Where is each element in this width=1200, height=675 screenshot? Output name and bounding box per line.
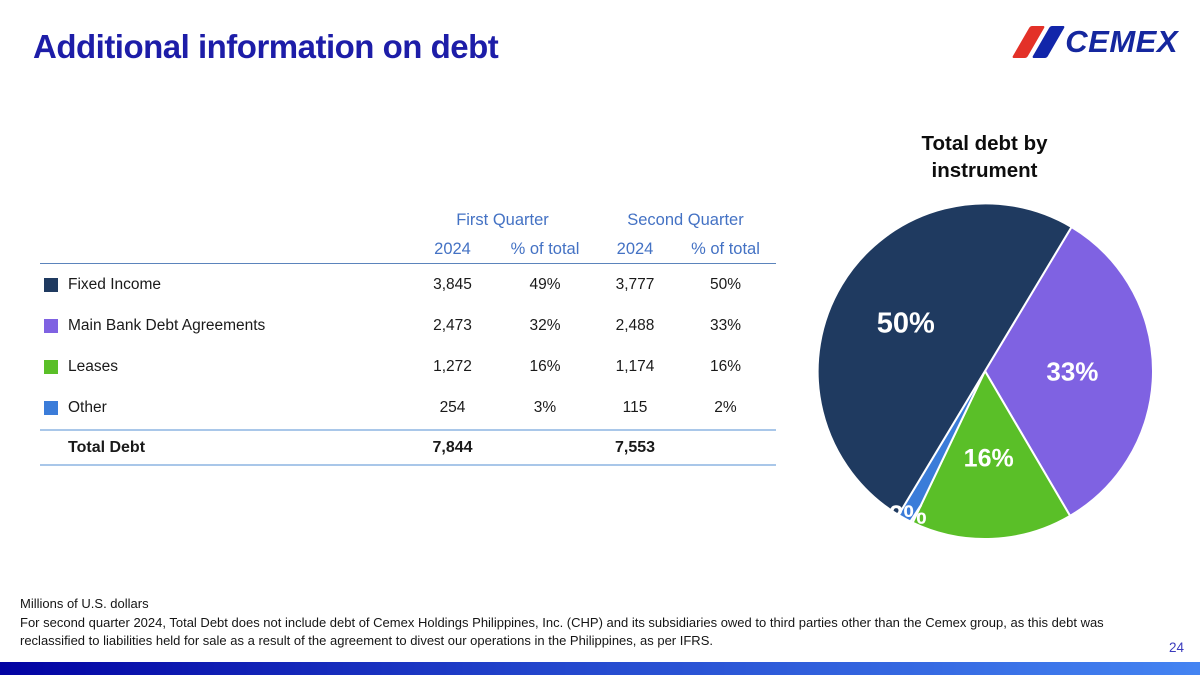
subheader-q2-pct: % of total (691, 239, 760, 258)
row-label: Main Bank Debt Agreements (68, 316, 266, 334)
cell-q2-pct: 50% (709, 275, 742, 293)
subheader-q1-2024: 2024 (434, 239, 471, 258)
group-header-second-quarter: Second Quarter (627, 210, 744, 229)
row-label: Fixed Income (68, 275, 162, 293)
table-row-fixed-income: Fixed Income 3,845 49% 3,777 50% (40, 264, 776, 305)
table-row-total-debt: Total Debt 7,844 7,553 (40, 429, 776, 466)
total-q2-value: 7,553 (614, 438, 656, 456)
row-label: Other (68, 398, 107, 416)
cell-q1-value: 254 (439, 398, 466, 416)
cell-q2-value: 2,488 (615, 316, 655, 334)
cell-q1-value: 2,473 (433, 316, 472, 334)
pie-label-16pct: 16% (964, 444, 1014, 472)
table-row-main-bank: Main Bank Debt Agreements 2,473 32% 2,48… (40, 305, 776, 346)
cell-q2-pct: 16% (709, 357, 742, 375)
cell-q2-value: 1,174 (615, 357, 655, 375)
logo-text: CEMEX (1065, 24, 1178, 59)
units-note: Millions of U.S. dollars (20, 596, 149, 611)
pie-label-33pct: 33% (1046, 356, 1098, 386)
table-group-header-row: First Quarter Second Quarter (40, 205, 776, 235)
subheader-q1-pct: % of total (510, 239, 580, 258)
total-q1-value: 7,844 (432, 438, 473, 456)
cell-q1-value: 3,845 (433, 275, 472, 293)
page-number: 24 (1168, 640, 1184, 655)
debt-table: First Quarter Second Quarter 2024 % of t… (40, 205, 776, 466)
cell-q1-pct: 3% (533, 398, 557, 416)
cell-q2-value: 115 (622, 398, 648, 416)
pie-slice-main-bank-debt-agreements (984, 226, 1154, 517)
other-legend-swatch (44, 400, 58, 415)
pie-slice-fixed-income (816, 202, 1073, 516)
cell-q1-pct: 32% (529, 316, 561, 334)
total-label: Total Debt (68, 438, 146, 456)
pie-label-50pct: 50% (877, 307, 935, 339)
group-header-first-quarter: First Quarter (456, 210, 549, 229)
cemex-logo: CEMEX (1012, 24, 1178, 60)
page-title: Additional information on debt (33, 28, 499, 65)
table-row-leases: Leases 1,272 16% 1,174 16% (40, 346, 776, 387)
main-bank-legend-swatch (44, 318, 58, 333)
pie-label-2pct: 2% (889, 500, 927, 530)
pie-chart-svg: 33% 16% 2% 50% (816, 202, 1154, 540)
table-row-other: Other 254 3% 115 2% (40, 387, 776, 428)
footer-notes: Millions of U.S. dollars For second quar… (20, 596, 1105, 650)
cell-q1-value: 1,272 (433, 357, 472, 375)
total-debt-pie-chart: 33% 16% 2% 50% (810, 196, 1160, 546)
cell-q2-value: 3,777 (615, 275, 655, 293)
pie-slice-leases (911, 370, 1072, 540)
leases-legend-swatch (44, 359, 58, 374)
footnote-text: For second quarter 2024, Total Debt does… (20, 615, 1104, 648)
subheader-q2-2024: 2024 (616, 239, 654, 258)
cell-q1-pct: 49% (529, 275, 561, 293)
cell-q2-pct: 2% (714, 398, 737, 416)
table-subheader-row: 2024 % of total 2024 % of total (40, 235, 776, 264)
bottom-accent-bar (0, 662, 1200, 675)
pie-chart-title: Total debt by instrument (921, 132, 1048, 182)
fixed-income-legend-swatch (44, 277, 58, 292)
cell-q2-pct: 33% (709, 316, 742, 334)
row-label: Leases (68, 357, 118, 375)
cell-q1-pct: 16% (529, 357, 561, 375)
